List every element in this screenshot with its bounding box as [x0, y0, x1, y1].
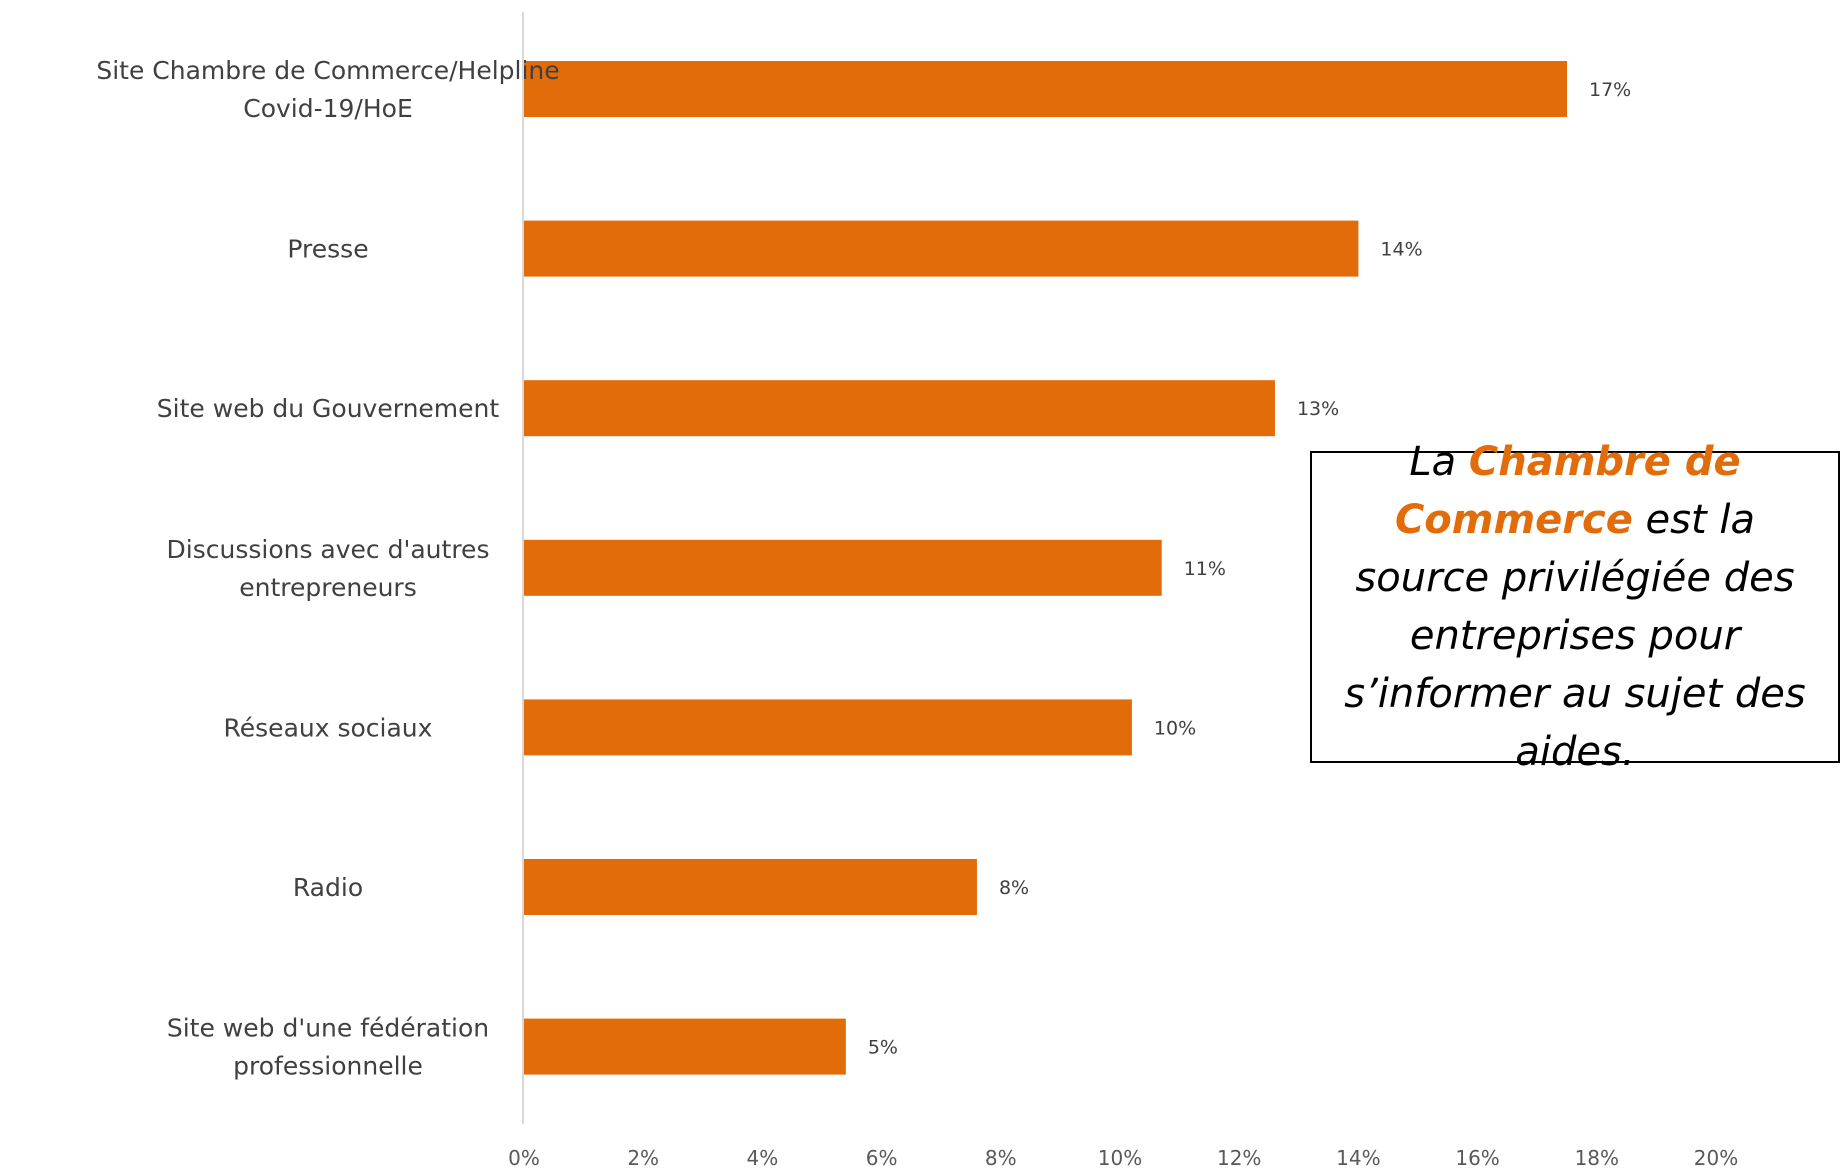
x-tick-label: 12% [1217, 1146, 1261, 1169]
callout-box: La Chambre de Commerce est la source pri… [1310, 439, 1840, 775]
category-label: Site Chambre de Commerce/Helpline Covid-1… [96, 56, 559, 123]
category-label: Discussions avec d'autres entrepreneurs [167, 535, 490, 602]
x-tick-label: 14% [1336, 1146, 1380, 1169]
bar [524, 859, 977, 915]
category-label: Radio [293, 873, 363, 902]
x-tick-label: 8% [985, 1146, 1017, 1169]
data-label: 14% [1380, 239, 1422, 261]
bar [524, 380, 1275, 437]
data-label: 10% [1154, 717, 1196, 739]
category-label: Site web d'une fédération professionnelle [167, 1014, 489, 1081]
data-label: 13% [1297, 398, 1339, 420]
data-label: 11% [1184, 558, 1226, 580]
x-tick-label: 6% [866, 1146, 898, 1169]
x-tick-label: 16% [1455, 1146, 1499, 1169]
bar [524, 1018, 846, 1075]
category-label: Site web du Gouvernement [157, 394, 500, 423]
x-tick-label: 18% [1575, 1146, 1619, 1169]
bars-group [524, 61, 1567, 1075]
callout-text-part2: est la source privilégiée des entreprise… [1344, 497, 1806, 775]
category-label: Réseaux sociaux [224, 713, 433, 742]
x-tick-label: 20% [1694, 1146, 1738, 1169]
x-tick-label: 4% [747, 1146, 779, 1169]
bar [524, 220, 1359, 277]
data-label: 17% [1589, 79, 1631, 101]
data-label: 8% [999, 877, 1029, 899]
bar [524, 539, 1162, 596]
x-axis-ticks-group: 0% 2% 4% 6% 8% 10% 12% 14% 16% 18% 20% [508, 1146, 1738, 1169]
bar [524, 61, 1567, 117]
x-tick-label: 10% [1098, 1146, 1142, 1169]
data-label: 5% [868, 1037, 898, 1059]
callout-highlight: Chambre de Commerce [1394, 439, 1741, 543]
callout-text-part1: La [1409, 439, 1469, 485]
category-labels-group: Site Chambre de Commerce/Helpline Covid-1… [96, 56, 559, 1081]
bar [524, 699, 1132, 756]
value-labels-group: 17% 14% 13% 11% 10% 8% 5% [868, 79, 1631, 1059]
x-tick-label: 0% [508, 1146, 540, 1169]
category-label: Presse [287, 235, 368, 264]
callout-text: La Chambre de Commerce est la source pri… [1330, 433, 1820, 781]
x-tick-label: 2% [627, 1146, 659, 1169]
